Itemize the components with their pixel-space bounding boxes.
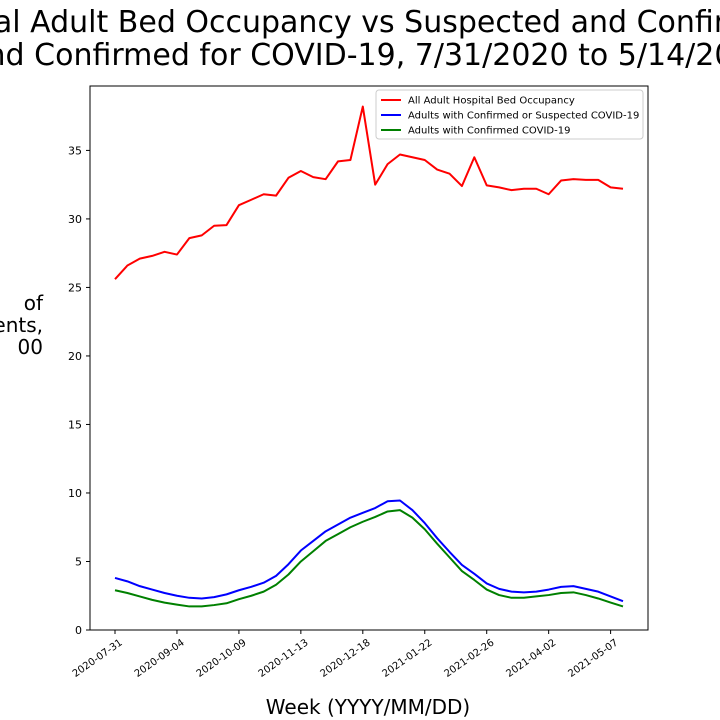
series-line-2 <box>114 499 624 603</box>
plot-frame <box>89 85 649 631</box>
series-line-3 <box>114 509 624 608</box>
x-tick-label: 2020-11-13 <box>257 637 311 679</box>
series-line-1 <box>114 105 624 280</box>
y-axis-label-line-3: 00 <box>17 335 43 359</box>
legend-label-2: Adults with Confirmed or Suspected COVID… <box>408 111 639 122</box>
x-tick-label: 2020-10-09 <box>195 637 249 679</box>
x-tick-label: 2021-02-26 <box>443 637 497 679</box>
x-axis-label: Week (YYYY/MM/DD) <box>265 695 471 719</box>
chart-title-line-2: nd Confirmed for COVID-19, 7/31/2020 to … <box>0 38 720 73</box>
x-tick-label: 2020-09-04 <box>133 637 187 679</box>
legend-label-3: Adults with Confirmed COVID-19 <box>408 126 570 137</box>
y-tick-label: 10 <box>68 487 82 500</box>
x-tick-label: 2020-07-31 <box>71 637 125 679</box>
x-tick-label: 2020-12-18 <box>319 637 373 679</box>
y-tick-label: 25 <box>68 281 82 294</box>
y-tick-label: 20 <box>68 350 82 363</box>
y-axis-label-line-1: of <box>23 291 43 315</box>
x-tick-label: 2021-04-02 <box>504 637 558 679</box>
legend-box <box>375 89 644 140</box>
y-tick-label: 35 <box>68 144 82 157</box>
x-tick-label: 2021-01-22 <box>381 637 435 679</box>
chart-title-line-1: al Adult Bed Occupancy vs Suspected and … <box>0 5 720 40</box>
x-tick-label: 2021-05-07 <box>566 637 620 679</box>
y-tick-label: 30 <box>68 213 82 226</box>
legend-label-1: All Adult Hospital Bed Occupancy <box>408 96 575 107</box>
y-tick-label: 15 <box>68 418 82 431</box>
y-axis-label-line-2: ents, <box>0 313 43 337</box>
y-tick-label: 5 <box>75 555 82 568</box>
y-tick-label: 0 <box>75 624 82 637</box>
